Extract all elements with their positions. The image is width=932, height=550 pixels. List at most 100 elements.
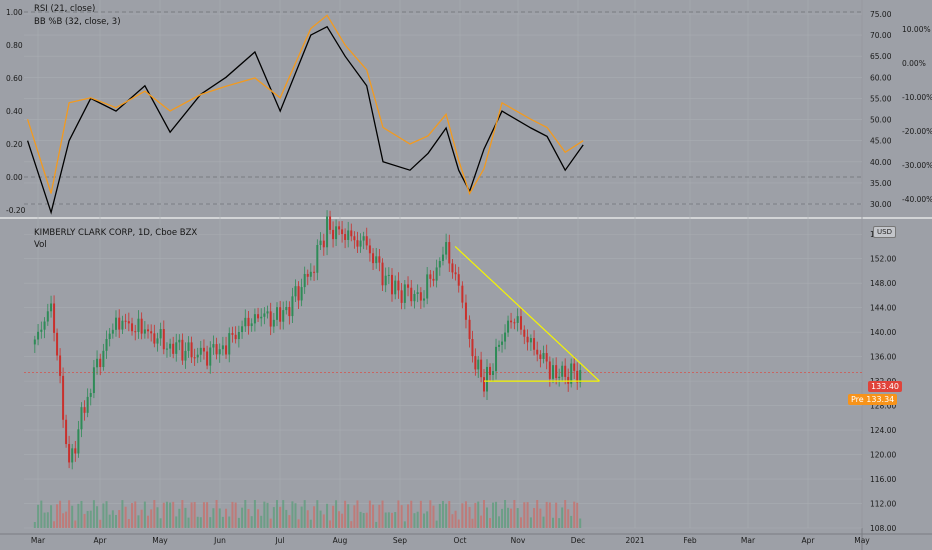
candle-body [124, 320, 127, 322]
candle-body [187, 342, 190, 351]
candle-body [381, 262, 384, 286]
volume-bar [365, 512, 368, 528]
volume-bar [300, 506, 303, 528]
volume-bar [410, 500, 413, 528]
candle-body [394, 280, 397, 295]
candle-body [338, 226, 341, 230]
candle-body [291, 296, 294, 317]
candle-body [362, 236, 365, 241]
candle-body [221, 345, 224, 350]
candle-body [193, 357, 196, 359]
volume-bar [483, 500, 485, 528]
candle-body [319, 240, 322, 246]
volume-bar [241, 507, 244, 528]
candle-body [65, 419, 68, 445]
candle-body [329, 216, 332, 230]
volume-bar [326, 503, 329, 528]
candle-body [403, 284, 406, 303]
volume-bar [303, 500, 306, 528]
candle-body [576, 370, 579, 383]
candle-body [451, 263, 454, 273]
volume-bar [46, 512, 49, 528]
rsi-scale-tick: 55.00 [870, 94, 892, 103]
volume-bar [441, 500, 444, 528]
volume-bar [344, 500, 347, 528]
volume-bar [510, 508, 513, 528]
candle-body [56, 332, 59, 356]
volume-bar [480, 515, 483, 528]
candle-body [147, 329, 150, 332]
volume-bar [172, 501, 175, 528]
pct-scale-tick: 0.00% [902, 59, 926, 68]
candle-body [429, 274, 432, 279]
volume-bar [507, 507, 510, 528]
currency-badge[interactable]: USD [873, 226, 896, 238]
volume-bar [43, 512, 46, 528]
rsi-scale-tick: 30.00 [870, 200, 892, 209]
volume-bar [181, 500, 184, 528]
volume-bar [573, 501, 576, 528]
time-tick-label: Aug [333, 536, 348, 545]
candle-body [234, 334, 237, 340]
volume-bar [329, 520, 332, 528]
volume-bar [190, 502, 193, 528]
volume-bar [276, 500, 278, 528]
volume-bar [407, 504, 410, 528]
candle-body [378, 256, 381, 263]
candle-body [448, 242, 451, 264]
volume-bar [313, 506, 316, 528]
volume-bar [59, 500, 62, 528]
candle-body [474, 356, 477, 370]
volume-legend[interactable]: Vol [34, 240, 47, 250]
volume-bar [435, 520, 438, 528]
candle-body [131, 323, 134, 332]
volume-bar [372, 504, 375, 528]
candle-body [257, 314, 260, 319]
volume-bar [545, 501, 548, 528]
rsi-legend[interactable]: RSI (21, close) [34, 4, 96, 14]
candle-body [306, 273, 309, 277]
candle-body [407, 284, 410, 288]
volume-bar [62, 513, 65, 528]
volume-bar [448, 501, 451, 528]
time-tick-label: Jul [274, 536, 284, 545]
bbpct-legend[interactable]: BB %B (32, close, 3) [34, 17, 121, 27]
volume-bar [474, 502, 477, 528]
candle-body [184, 350, 187, 361]
symbol-legend[interactable]: KIMBERLY CLARK CORP, 1D, Cboe BZX [34, 228, 198, 238]
candle-body [206, 351, 209, 366]
candle-body [555, 365, 558, 379]
candle-body [231, 333, 234, 335]
pct-scale-tick: 10.00% [902, 25, 931, 34]
candle-body [282, 310, 285, 322]
candle-body [196, 354, 199, 358]
candle-body [165, 348, 168, 350]
candle-body [285, 307, 288, 311]
volume-bar [247, 509, 250, 528]
volume-bar [65, 511, 68, 528]
volume-bar [501, 508, 504, 528]
candle-body [237, 332, 240, 340]
candle-body [309, 271, 312, 277]
candle-body [536, 349, 539, 355]
volume-bar [137, 515, 140, 528]
volume-bar [221, 516, 224, 528]
candle-body [53, 303, 56, 333]
volume-bar [74, 520, 77, 528]
volume-bar [187, 517, 190, 528]
candle-body [178, 339, 181, 343]
price-scale-tick: 116.00 [870, 475, 896, 484]
candle-body [545, 353, 548, 362]
volume-bars [33, 500, 582, 528]
candle-body [523, 329, 526, 337]
volume-bar [237, 517, 240, 528]
volume-bar [438, 503, 441, 528]
trendlines[interactable] [454, 246, 600, 382]
rsi-scale-tick: 65.00 [870, 52, 892, 61]
candle-body [127, 321, 130, 324]
volume-bar [202, 502, 205, 528]
candle-body [33, 339, 36, 345]
candle-body [77, 429, 80, 454]
volume-bar [316, 500, 319, 528]
